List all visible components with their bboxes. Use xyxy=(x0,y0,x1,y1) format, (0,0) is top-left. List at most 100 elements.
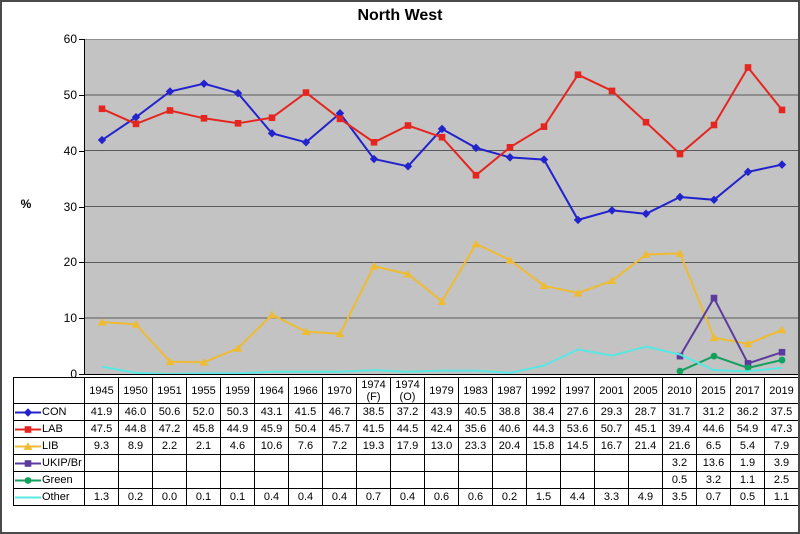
value-cell: 0.2 xyxy=(492,488,527,506)
series-lab-marker xyxy=(540,123,548,130)
year-header-1955: 1955 xyxy=(186,377,221,404)
series-lib-marker xyxy=(777,325,787,334)
legend-lab-icon xyxy=(15,425,41,433)
legend-lib-marker xyxy=(23,441,33,450)
year-header-2010: 2010 xyxy=(662,377,697,404)
value-cell: 31.2 xyxy=(696,403,731,421)
year-header-1951: 1951 xyxy=(152,377,187,404)
value-cell xyxy=(84,471,119,489)
value-cell xyxy=(322,471,357,489)
table-row-con: CON 41.9 46.0 50.6 52.0 50.3 43.1 41.5 46.7 38.5 3… xyxy=(13,403,799,421)
value-cell xyxy=(356,471,391,489)
series-ukip-br-marker xyxy=(710,294,718,302)
series-ukip-br-line xyxy=(679,296,783,365)
year-header-1997: 1997 xyxy=(560,377,595,404)
series-con-marker xyxy=(165,87,175,96)
series-lib-marker xyxy=(97,317,107,326)
value-cell: 0.4 xyxy=(390,488,425,506)
value-cell xyxy=(594,471,629,489)
value-cell: 40.5 xyxy=(458,403,493,421)
legend-green-icon xyxy=(15,476,41,484)
value-cell: 43.9 xyxy=(424,403,459,421)
value-cell: 50.3 xyxy=(220,403,255,421)
value-cell: 47.3 xyxy=(764,420,799,438)
value-cell xyxy=(220,471,255,489)
year-header-1974-f-: 1974 (F) xyxy=(356,377,391,404)
series-lib-marker xyxy=(131,320,141,328)
value-cell: 2.5 xyxy=(764,471,799,489)
value-cell xyxy=(390,471,425,489)
legend-key-lib: LIB xyxy=(13,437,85,455)
value-cell xyxy=(526,454,561,472)
value-cell: 2.2 xyxy=(152,437,187,455)
table-corner-cell xyxy=(13,377,85,404)
value-cell: 41.5 xyxy=(288,403,323,421)
value-cell: 39.4 xyxy=(662,420,697,438)
series-lab-marker xyxy=(234,120,242,127)
value-cell xyxy=(492,454,527,472)
value-cell: 0.7 xyxy=(696,488,731,506)
series-lib-marker xyxy=(369,262,379,270)
value-cell: 4.4 xyxy=(560,488,595,506)
year-header-1974-o-: 1974 (O) xyxy=(390,377,425,404)
series-green-marker xyxy=(676,367,684,374)
series-ukip-br-marker xyxy=(676,352,684,360)
series-lib-marker xyxy=(709,333,719,342)
y-tick-mark-60 xyxy=(79,39,84,40)
y-tick-label-40: 40 xyxy=(63,144,77,158)
year-header-2019: 2019 xyxy=(764,377,799,404)
value-cell: 28.7 xyxy=(628,403,663,421)
series-lab-marker xyxy=(710,121,718,129)
value-cell: 44.5 xyxy=(390,420,425,438)
value-cell: 1.1 xyxy=(730,471,765,489)
year-header-1945: 1945 xyxy=(84,377,119,404)
series-lib-marker xyxy=(471,239,481,248)
value-cell: 8.9 xyxy=(118,437,153,455)
value-cell: 37.5 xyxy=(764,403,799,421)
series-lib-marker xyxy=(675,249,685,257)
series-lab-marker xyxy=(404,122,412,129)
series-lab-marker xyxy=(200,114,208,122)
value-cell: 52.0 xyxy=(186,403,221,421)
table-header-row: 1945 1950 1951 1955 1959 1964 1966 1970 1974 (F)… xyxy=(13,377,799,404)
value-cell xyxy=(628,454,663,472)
value-cell xyxy=(220,454,255,472)
value-cell: 38.8 xyxy=(492,403,527,421)
series-lab-marker xyxy=(336,115,344,123)
value-cell: 0.6 xyxy=(458,488,493,506)
value-cell xyxy=(424,471,459,489)
series-lab-marker xyxy=(574,71,582,79)
year-header-1964: 1964 xyxy=(254,377,289,404)
series-lib-marker xyxy=(165,357,175,366)
value-cell: 0.5 xyxy=(662,471,697,489)
series-lab-marker xyxy=(132,120,140,128)
value-cell xyxy=(254,454,289,472)
value-cell: 45.9 xyxy=(254,420,289,438)
legend-label-lab: LAB xyxy=(42,423,63,436)
series-green-marker xyxy=(744,364,752,372)
year-header-2005: 2005 xyxy=(628,377,663,404)
series-lib-marker xyxy=(743,339,753,348)
series-con-marker xyxy=(743,167,753,177)
y-tick-label-50: 50 xyxy=(63,88,77,102)
legend-con-icon xyxy=(15,407,41,417)
value-cell: 44.8 xyxy=(118,420,153,438)
legend-label-lib: LIB xyxy=(42,440,59,453)
legend-key-con: CON xyxy=(13,403,85,421)
value-cell: 47.2 xyxy=(152,420,187,438)
legend-lib-icon xyxy=(15,441,41,450)
value-cell xyxy=(390,454,425,472)
value-cell: 3.3 xyxy=(594,488,629,506)
series-con-marker xyxy=(709,195,719,204)
series-lib-marker xyxy=(641,250,651,258)
value-cell: 19.3 xyxy=(356,437,391,455)
series-lab-marker xyxy=(676,150,684,158)
value-cell: 0.1 xyxy=(220,488,255,506)
value-cell: 44.6 xyxy=(696,420,731,438)
value-cell: 29.3 xyxy=(594,403,629,421)
year-header-2017: 2017 xyxy=(730,377,765,404)
series-con-marker xyxy=(607,206,617,215)
value-cell: 0.4 xyxy=(254,488,289,506)
value-cell xyxy=(560,454,595,472)
